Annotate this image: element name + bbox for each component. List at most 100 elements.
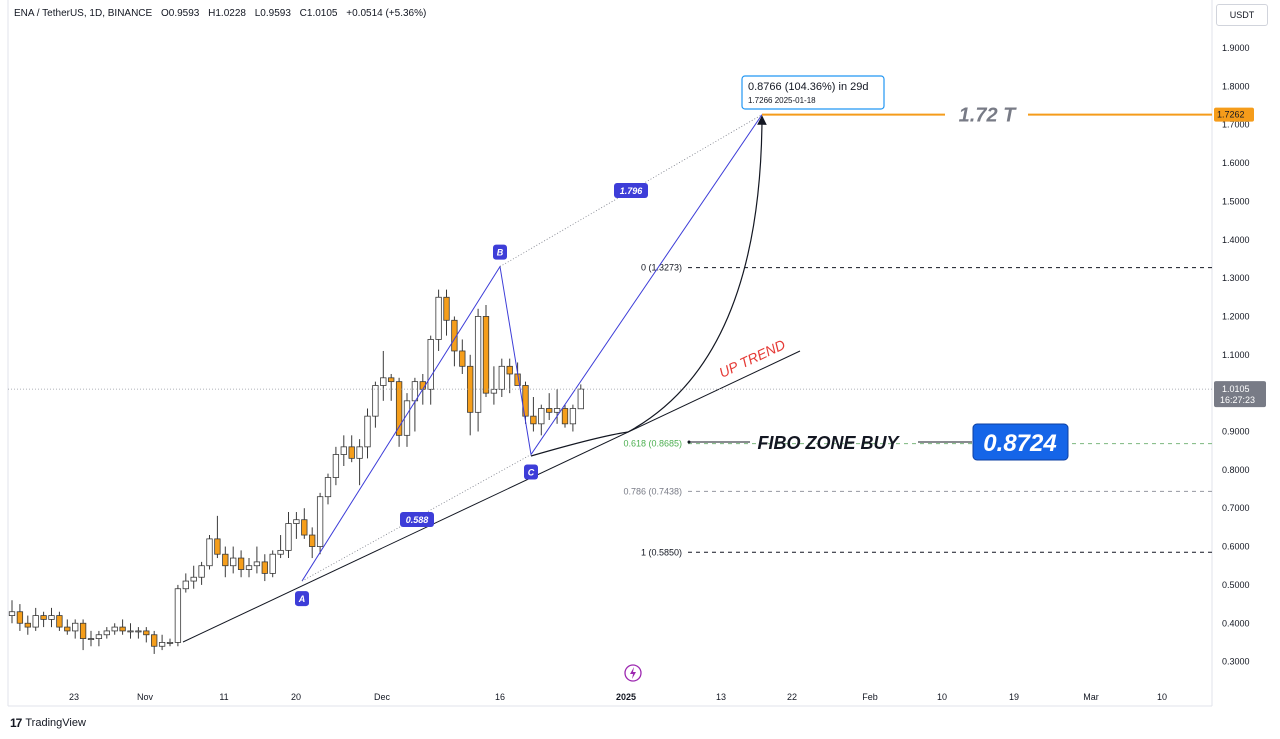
candle-body <box>474 316 482 413</box>
candle-body <box>151 634 158 647</box>
price-tick-label: 0.5000 <box>1222 580 1250 590</box>
up-trend-line <box>182 350 801 643</box>
candle-body <box>16 611 24 624</box>
fibonacci-levels: 0 (1.3273) 0.618 (0.8685) 0.786 (0.7438) 1 … <box>623 263 1212 557</box>
price-tick-label: 0.8000 <box>1222 465 1250 475</box>
pattern-ratio-label: 1.796 <box>620 186 644 196</box>
tradingview-logo[interactable]: 17 TradingView <box>10 716 86 730</box>
price-tick-label: 1.5000 <box>1222 196 1250 206</box>
candle-body <box>506 365 513 375</box>
candle-body <box>245 565 253 570</box>
time-axis-labels: 23 Nov 11 20 Dec 16 2025 13 22 Feb 10 19 Mar 10 <box>69 692 1167 702</box>
candle-body <box>48 615 55 620</box>
candle-body <box>316 496 324 547</box>
pattern-point-label: B <box>497 248 504 258</box>
candle-body <box>253 561 261 567</box>
candle-body <box>364 415 371 448</box>
time-tick-label: Nov <box>137 692 154 702</box>
target-text: 1.72 T <box>959 105 1017 127</box>
lightning-bolt-icon <box>630 667 636 679</box>
candle-body <box>356 446 363 459</box>
candle-body <box>561 408 569 425</box>
candle-body <box>261 561 268 574</box>
symbol-header: ENA / TetherUS, 1D, BINANCE O0.9593 H1.0… <box>14 8 432 19</box>
candle-body <box>522 385 529 417</box>
candle-body <box>72 622 79 632</box>
candle-body <box>174 588 182 643</box>
ohlc-open: O0.9593 <box>160 8 200 19</box>
candle-countdown: 16:27:23 <box>1220 395 1255 405</box>
candle-body <box>380 377 387 386</box>
candle-body <box>538 408 545 425</box>
price-tick-label: 0.7000 <box>1222 503 1250 513</box>
candle-body <box>293 519 300 524</box>
candle-body <box>427 339 434 390</box>
candle-body <box>143 630 150 636</box>
currency-button[interactable]: USDT <box>1216 4 1268 26</box>
candle-body <box>214 538 221 555</box>
buy-price-label: 0.8724 <box>983 430 1056 457</box>
candle-body <box>222 553 229 567</box>
candle-body <box>309 534 316 547</box>
price-tick-label: 1.1000 <box>1222 350 1250 360</box>
pattern-ratio-badge <box>614 183 648 198</box>
candle-body <box>459 350 466 367</box>
measure-info-line2: 1.7266 2025-01-18 <box>748 96 816 105</box>
candle-body <box>498 365 505 390</box>
candle-body <box>285 523 292 551</box>
pattern-point-label: C <box>528 468 535 478</box>
buy-price-badge <box>972 423 1069 461</box>
candle-body <box>237 557 245 570</box>
time-tick-label: 20 <box>291 692 301 702</box>
candle-body <box>269 553 276 574</box>
candle-body <box>79 622 87 639</box>
time-tick-label: 10 <box>937 692 947 702</box>
price-tick-label: 1.8000 <box>1222 81 1250 91</box>
pattern-point-badge <box>295 591 309 607</box>
price-tick-label: 1.3000 <box>1222 273 1250 283</box>
ohlc-close: C1.0105 <box>299 8 338 19</box>
pattern-point-badge <box>524 464 538 480</box>
target-price-label: 1.7262 <box>1217 110 1245 120</box>
fibo-zone-label: FIBO ZONE BUY <box>757 433 900 453</box>
pattern-ratio-badge <box>400 512 434 527</box>
pattern-diagonal-bd <box>499 114 763 267</box>
candle-body <box>111 626 118 632</box>
candle-body <box>443 296 450 321</box>
projection-curve <box>530 115 767 457</box>
time-tick-label: Mar <box>1083 692 1099 702</box>
time-tick-label: 11 <box>219 692 228 702</box>
price-tick-label: 0.9000 <box>1222 427 1250 437</box>
candle-body <box>324 477 332 498</box>
target-price-badge <box>1214 107 1254 122</box>
symbol-name[interactable]: ENA / TetherUS, 1D, BINANCE <box>14 8 153 19</box>
time-tick-label: 10 <box>1157 692 1167 702</box>
candle-body <box>103 630 110 636</box>
fib-level-label: 0 (1.3273) <box>641 263 682 273</box>
candle-body <box>372 385 379 417</box>
candle-body <box>569 408 577 425</box>
measure-info-box <box>741 75 885 110</box>
candle-body <box>87 638 95 640</box>
candle-body <box>40 615 47 620</box>
candle-body <box>553 408 561 413</box>
candle-body <box>301 519 308 536</box>
candle-body <box>135 630 142 633</box>
candle-body <box>230 557 237 567</box>
price-tick-label: 1.6000 <box>1222 158 1250 168</box>
candle-body <box>190 576 197 582</box>
candle-body <box>332 454 340 478</box>
candle-body <box>32 615 39 628</box>
fib-level-label: 1 (0.5850) <box>641 547 682 557</box>
candle-body <box>206 538 213 567</box>
tradingview-logo-icon: 17 <box>10 716 22 730</box>
price-tick-label: 0.3000 <box>1222 657 1250 667</box>
candle-body <box>277 549 284 555</box>
fib-level-label: 0.618 (0.8685) <box>623 439 682 449</box>
candle-body <box>451 319 458 352</box>
candle-body <box>577 388 584 410</box>
candle-body <box>8 611 16 616</box>
fib-level-label: 0.786 (0.7438) <box>623 486 682 496</box>
